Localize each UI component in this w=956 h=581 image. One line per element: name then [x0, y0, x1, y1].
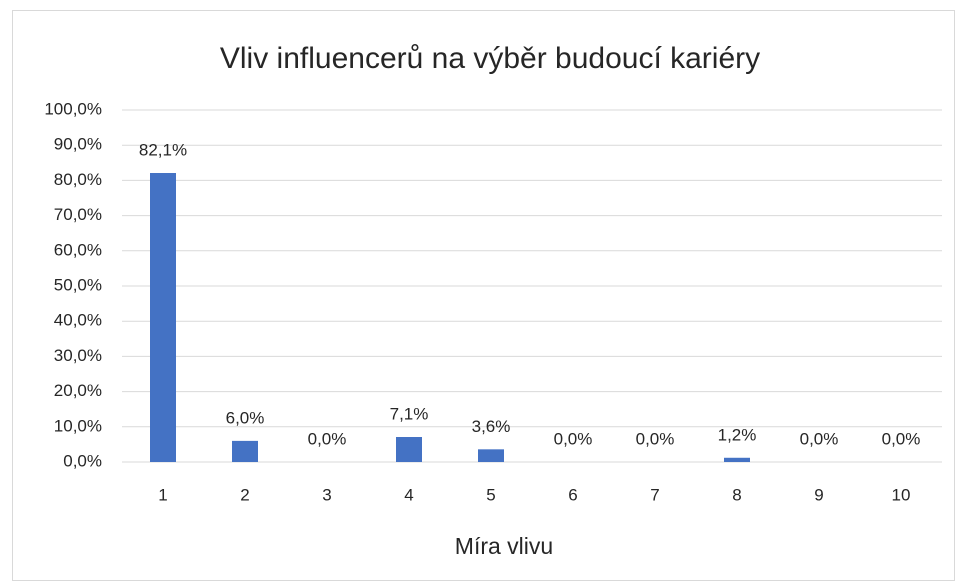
- bar: [150, 173, 176, 462]
- y-tick-label: 100,0%: [44, 99, 102, 118]
- bar: [478, 449, 504, 462]
- data-label: 0,0%: [308, 429, 347, 448]
- data-label: 0,0%: [882, 429, 921, 448]
- y-tick-label: 90,0%: [54, 135, 102, 154]
- data-label: 6,0%: [226, 408, 265, 427]
- bar: [396, 437, 422, 462]
- data-label: 0,0%: [554, 429, 593, 448]
- chart-title: Vliv influencerů na výběr budoucí kariér…: [220, 42, 760, 75]
- x-tick-label: 5: [486, 485, 495, 504]
- x-tick-label: 2: [240, 485, 249, 504]
- y-tick-label: 50,0%: [54, 275, 102, 294]
- y-tick-label: 70,0%: [54, 205, 102, 224]
- y-tick-label: 0,0%: [63, 451, 102, 470]
- data-label: 3,6%: [472, 417, 511, 436]
- x-tick-label: 6: [568, 485, 577, 504]
- x-tick-label: 8: [732, 485, 741, 504]
- x-axis-title: Míra vlivu: [455, 533, 553, 559]
- data-label: 1,2%: [718, 425, 757, 444]
- x-tick-label: 9: [814, 485, 823, 504]
- bar: [724, 457, 750, 462]
- data-label: 82,1%: [139, 140, 187, 159]
- x-tick-label: 10: [892, 485, 911, 504]
- y-tick-label: 20,0%: [54, 381, 102, 400]
- x-tick-label: 7: [650, 485, 659, 504]
- x-tick-label: 4: [404, 485, 413, 504]
- x-tick-label: 1: [158, 485, 167, 504]
- y-tick-label: 40,0%: [54, 311, 102, 330]
- y-tick-label: 10,0%: [54, 416, 102, 435]
- y-tick-label: 30,0%: [54, 346, 102, 365]
- bar: [232, 440, 258, 462]
- y-tick-label: 60,0%: [54, 240, 102, 259]
- data-label: 7,1%: [390, 404, 429, 423]
- data-label: 0,0%: [636, 429, 675, 448]
- data-label: 0,0%: [800, 429, 839, 448]
- y-tick-label: 80,0%: [54, 170, 102, 189]
- x-tick-label: 3: [322, 485, 331, 504]
